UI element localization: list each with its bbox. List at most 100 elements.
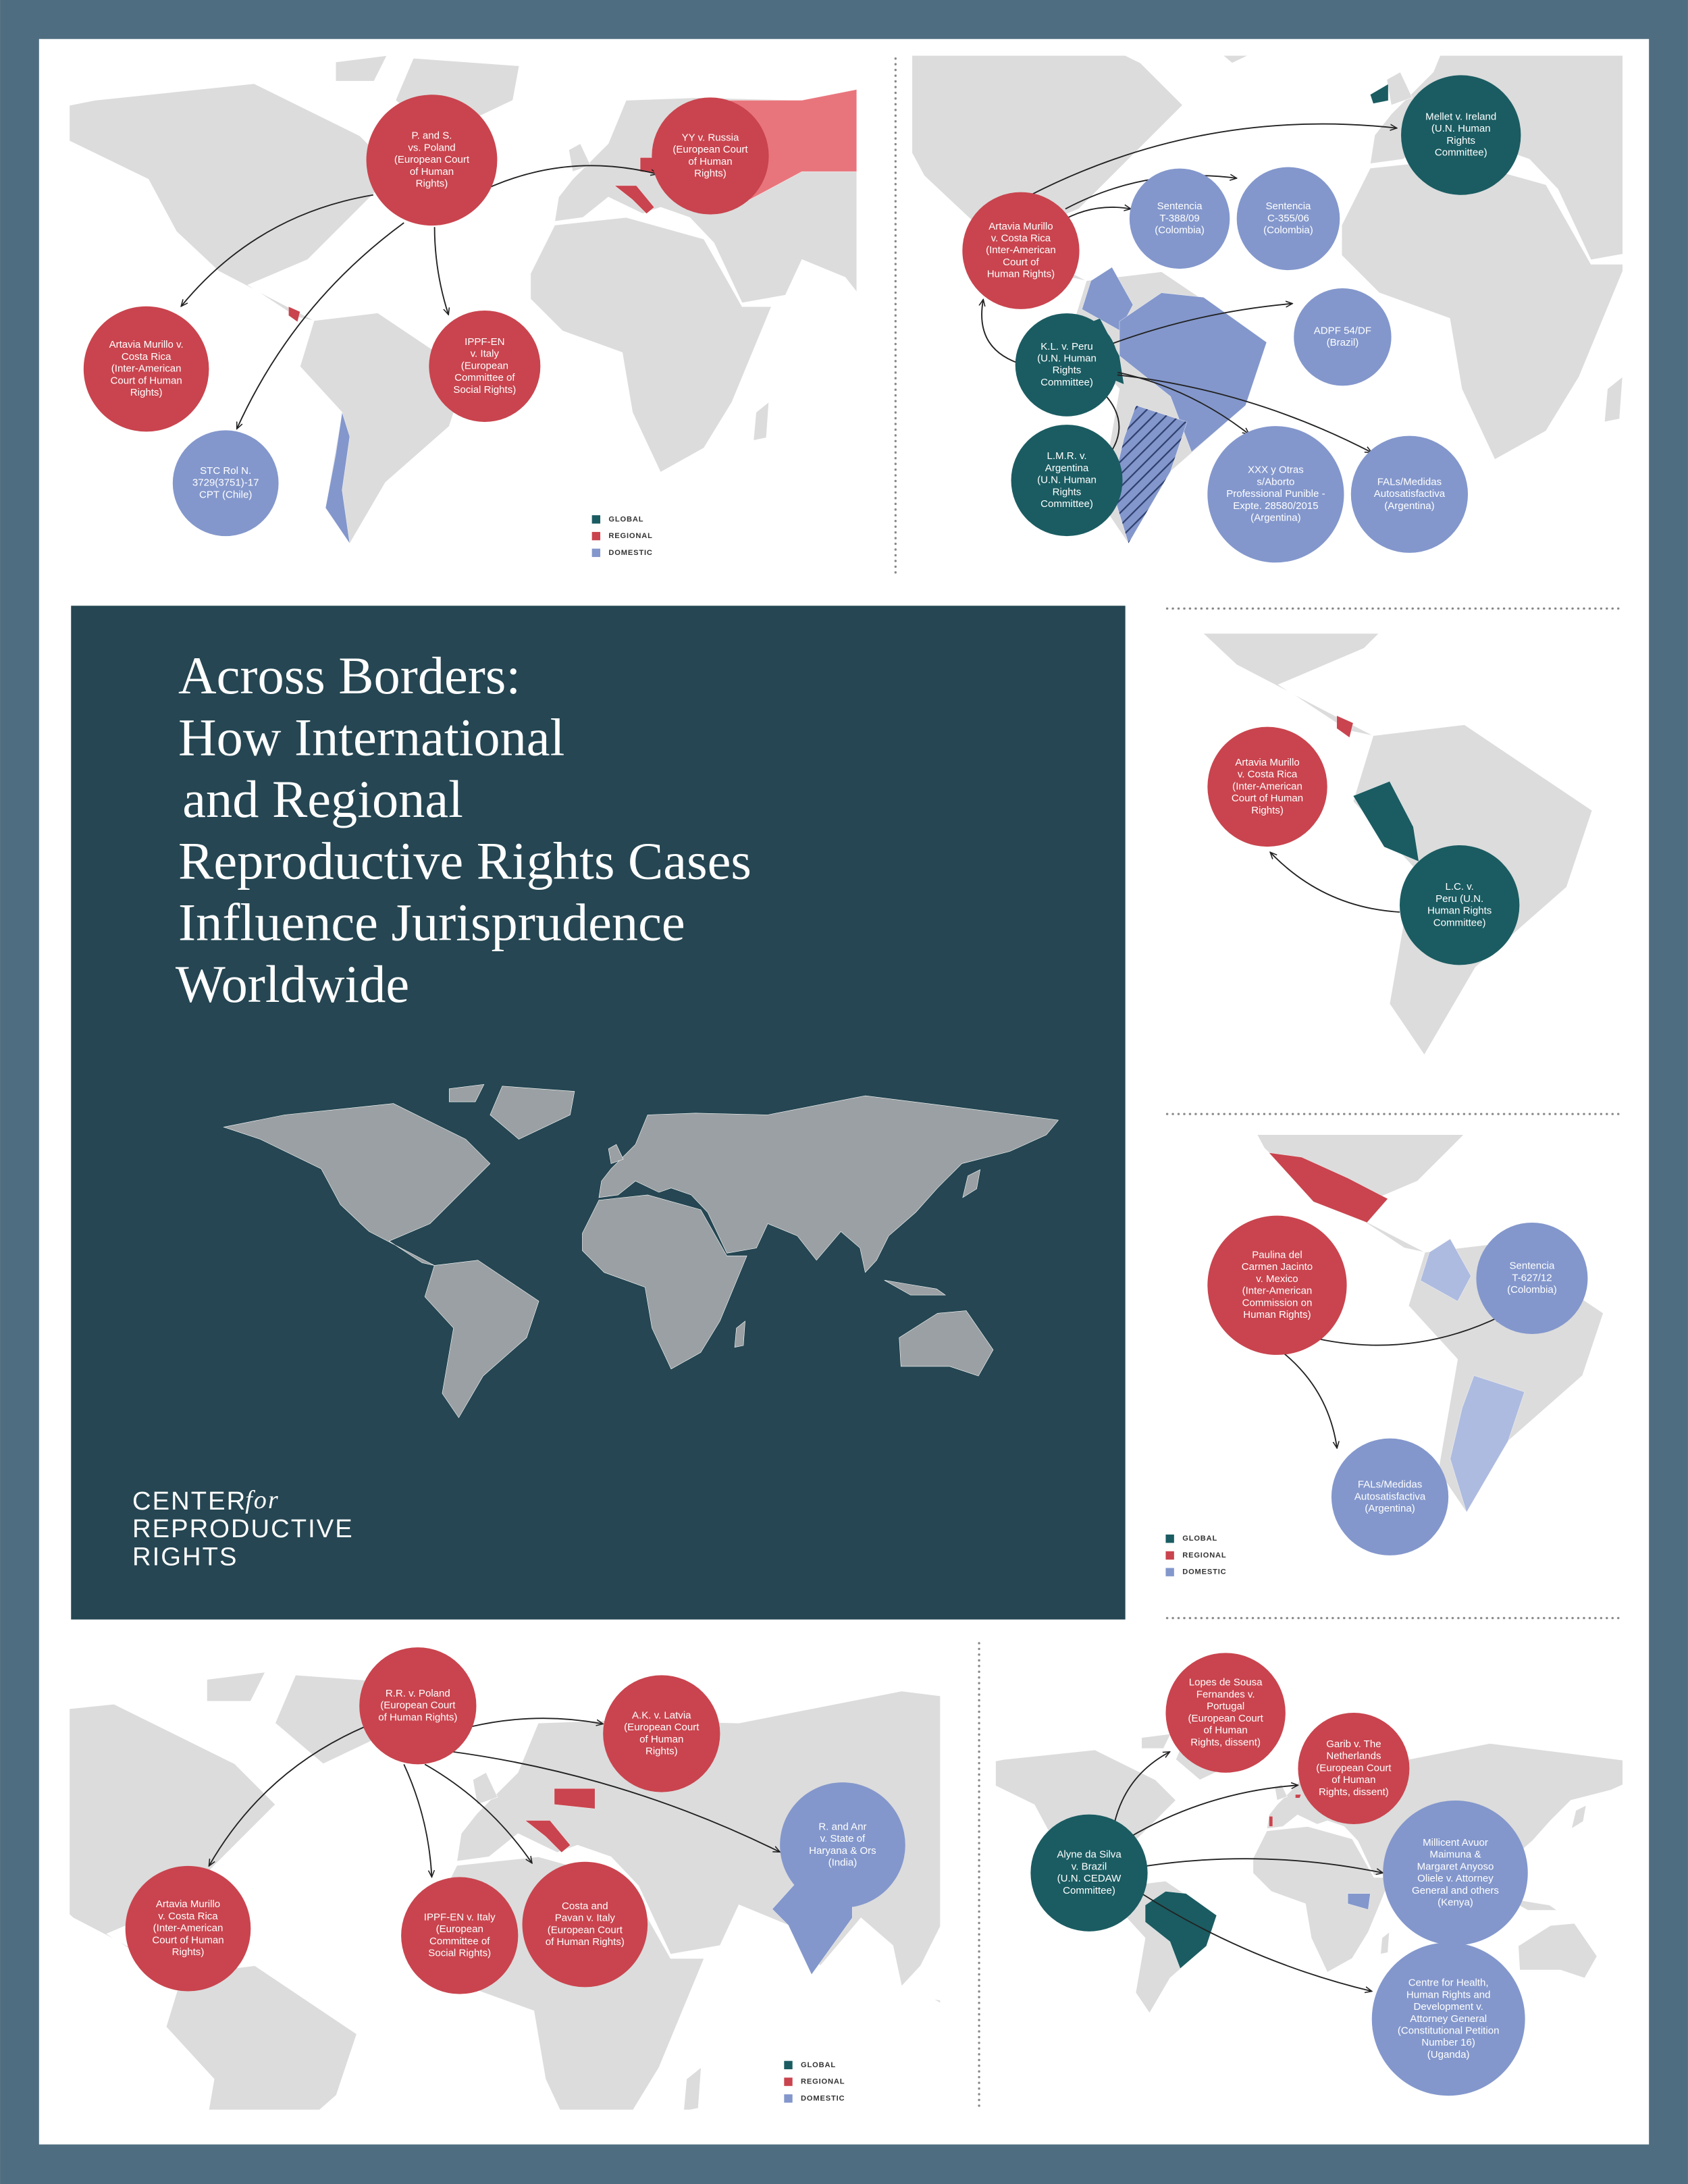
case-circle <box>1207 1215 1347 1355</box>
case-circle <box>1207 726 1327 847</box>
highlight-country <box>1353 781 1419 861</box>
title-line: Across Borders: <box>178 646 521 705</box>
case-label: of Human <box>688 156 732 167</box>
case-label: v. Italy <box>471 348 500 360</box>
case-label: v. State of <box>820 1833 866 1844</box>
case-label: of Human <box>410 166 454 178</box>
case-label: Alyne da Silva <box>1057 1849 1122 1861</box>
case-circle <box>1236 167 1340 271</box>
case-label: (European Court <box>394 154 470 165</box>
case-circle <box>1294 288 1392 386</box>
case-label: s/Aborto <box>1257 476 1294 487</box>
land <box>608 1144 623 1163</box>
case-label: A.K. v. Latvia <box>632 1709 691 1721</box>
legend-label: REGIONAL <box>608 532 652 540</box>
case-label: Sentencia <box>1157 201 1203 212</box>
case-label: Pavan v. Italy <box>555 1913 616 1924</box>
case-circle <box>1030 1814 1148 1932</box>
land <box>899 1310 993 1376</box>
case-label: of Human <box>639 1734 683 1745</box>
case-label: Rights <box>1446 135 1475 147</box>
case-label: v. Costa Rica <box>991 233 1051 244</box>
case-circle <box>401 1877 519 1994</box>
land <box>599 1096 1059 1273</box>
case-circle <box>429 310 541 422</box>
case-label: R.R. v. Poland <box>386 1688 450 1699</box>
case-label: Human Rights) <box>987 269 1055 280</box>
land <box>473 1772 498 1804</box>
case-circle <box>1399 845 1520 965</box>
case-label: Fernandes v. <box>1196 1688 1255 1700</box>
arrow <box>1141 1893 1371 1991</box>
legend-label: REGIONAL <box>801 2078 845 2086</box>
land <box>70 84 396 321</box>
case-label: XXX y Otras <box>1248 464 1304 476</box>
case-label: (European Court <box>548 1924 623 1936</box>
legend-label: DOMESTIC <box>608 549 652 557</box>
land <box>490 1086 575 1140</box>
case-label: Court of Human <box>111 375 182 386</box>
case-circle <box>1011 425 1123 537</box>
title-line: and Regional <box>182 770 463 828</box>
case-label: Human Rights and <box>1406 1989 1491 2000</box>
case-label: Artavia Murillo <box>156 1898 220 1910</box>
case-label: Rights) <box>645 1746 678 1757</box>
land <box>1182 55 1328 63</box>
case-label: Committee of <box>454 372 515 383</box>
logo-text: for <box>245 1486 280 1514</box>
arrow <box>181 194 373 307</box>
case-circle <box>83 306 209 432</box>
legend-swatch <box>1165 1534 1174 1543</box>
case-label: R. and Anr <box>818 1821 866 1832</box>
case-label: Sentencia <box>1509 1260 1555 1272</box>
legend-label: GLOBAL <box>1182 1535 1217 1543</box>
land <box>336 55 386 82</box>
case-label: Committee) <box>1063 1885 1115 1896</box>
case-label: Rights <box>1053 486 1082 498</box>
arrow <box>1113 1752 1170 1825</box>
arrow <box>424 1763 532 1863</box>
case-label: Maimuna & <box>1429 1849 1481 1861</box>
case-label: Human Rights <box>1427 905 1492 917</box>
case-label: Argentina <box>1045 462 1089 474</box>
case-label: Oliele v. Attorney <box>1417 1873 1494 1884</box>
case-label: T-388/09 <box>1159 213 1199 224</box>
case-label: (Colombia) <box>1263 225 1313 236</box>
case-label: (Colombia) <box>1155 225 1205 236</box>
case-label: Autosatisfactiva <box>1374 488 1446 500</box>
map <box>223 1084 1058 1418</box>
case-label: Portugal <box>1207 1701 1244 1712</box>
case-label: FALs/Medidas <box>1377 476 1442 487</box>
case-label: Rights, dissent) <box>1190 1736 1261 1748</box>
separators <box>894 57 1624 2111</box>
case-label: P. and S. <box>411 130 452 142</box>
land <box>1381 1932 1390 1954</box>
arrow <box>236 222 404 429</box>
case-label: C-355/06 <box>1267 213 1309 224</box>
case-label: (European <box>461 360 508 371</box>
title-line: Influence Jurisprudence <box>178 893 685 952</box>
case-label: Court of <box>1003 257 1039 268</box>
case-label: Committee of <box>429 1936 490 1947</box>
case-label: YY v. Russia <box>682 132 739 143</box>
title-line: Worldwide <box>176 955 409 1013</box>
legend-swatch <box>591 515 601 524</box>
case-label: Centre for Health, <box>1408 1977 1489 1989</box>
case-label: Rights) <box>172 1946 205 1958</box>
case-label: (Kenya) <box>1438 1897 1473 1909</box>
case-circle <box>1401 75 1521 195</box>
case-label: Mellet v. Ireland <box>1425 111 1496 122</box>
case-circle <box>1015 313 1119 417</box>
legend-label: DOMESTIC <box>801 2094 845 2102</box>
case-label: Attorney General <box>1410 2013 1487 2025</box>
case-label: (Brazil) <box>1327 337 1359 348</box>
case-label: (Argentina) <box>1365 1503 1415 1514</box>
case-circle <box>1350 435 1469 553</box>
highlight-country <box>1295 1794 1301 1798</box>
case-label: (Uganda) <box>1427 2049 1470 2060</box>
case-label: (U.N. Human <box>1431 123 1491 134</box>
arrow <box>1284 1353 1337 1448</box>
case-label: Peru (U.N. <box>1435 893 1483 905</box>
